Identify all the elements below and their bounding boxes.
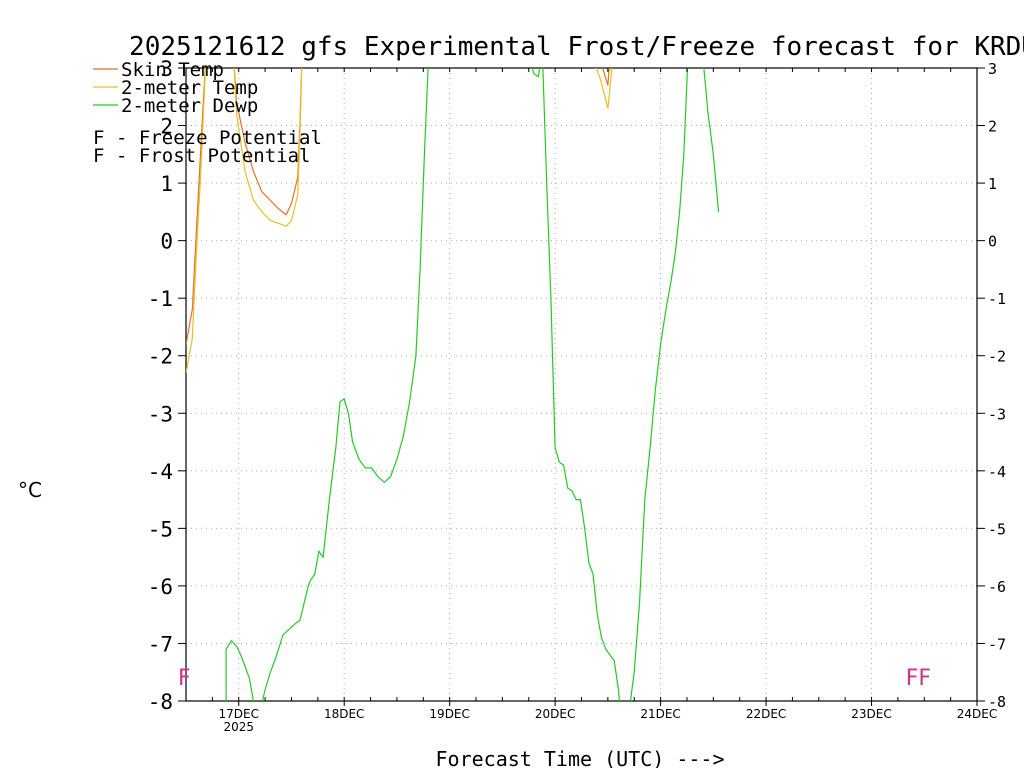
series-line	[601, 68, 610, 86]
legend-item-2m-temp: 2-meter Temp	[93, 77, 258, 99]
y-tick-label-left: -1	[148, 287, 173, 311]
ticks-layer: 3 3 2 2 1 1 0 0 -1 -1 -2 -2 -3 -3 -4 -4 -5 -5 -6 -6 -7 -7 -8 -8…	[148, 57, 1006, 734]
y-tick-label-left: -4	[148, 460, 173, 484]
legend-item-2m-dewp: 2-meter Dewp	[93, 95, 258, 117]
x-tick-label: 23DEC	[851, 707, 891, 721]
y-tick-label-left: -7	[148, 632, 173, 656]
grid-layer	[186, 68, 977, 701]
x-tick-label: 20DEC	[535, 707, 575, 721]
legend-freeze-marker: F	[93, 127, 104, 149]
series-line	[261, 68, 429, 701]
series-layer	[186, 68, 720, 701]
x-tick-label: 19DEC	[429, 707, 469, 721]
y-tick-label-left: 3	[160, 57, 173, 81]
series-line	[595, 68, 613, 109]
y-tick-label-left: -3	[148, 402, 173, 426]
y-tick-label-right: -1	[988, 290, 1006, 308]
y-tick-label-left: -5	[148, 517, 173, 541]
legend-frost-text: - Frost Potential	[116, 145, 310, 167]
x-tick-label: 17DEC	[218, 707, 258, 721]
potential-mark: FF	[906, 666, 931, 691]
series-line	[225, 639, 255, 701]
y-tick-label-left: -8	[148, 690, 173, 714]
y-tick-label-right: 0	[988, 233, 997, 251]
x-tick-label: 22DEC	[746, 707, 786, 721]
y-tick-label-right: -5	[988, 520, 1006, 538]
legend-freeze-text: - Freeze Potential	[116, 127, 322, 149]
series-line	[531, 68, 541, 78]
x-tick-label: 18DEC	[324, 707, 364, 721]
y-tick-label-right: 1	[988, 175, 997, 193]
series-2-meter-temp	[186, 68, 613, 374]
legend-label-2m-dewp: 2-meter Dewp	[121, 95, 258, 117]
x-axis-label: Forecast Time (UTC) --->	[436, 747, 725, 768]
series-line	[703, 68, 720, 212]
legend-frost-marker: F	[93, 145, 104, 167]
x-tick-label: 21DEC	[640, 707, 680, 721]
legend-frost-potential: F - Frost Potential	[93, 145, 310, 167]
potential-mark: F	[178, 666, 191, 691]
y-tick-label-left: 1	[160, 172, 173, 196]
y-tick-label-right: -4	[988, 463, 1006, 481]
chart-title: 2025121612 gfs Experimental Frost/Freeze…	[129, 32, 1024, 62]
series-line	[233, 68, 303, 228]
legend-item-skin-temp: Skin Temp	[93, 59, 224, 81]
y-tick-label-right: -7	[988, 635, 1006, 653]
y-tick-label-right: -8	[988, 693, 1006, 711]
series-line	[629, 68, 689, 701]
series-line	[186, 68, 207, 374]
y-tick-label-left: -6	[148, 575, 173, 599]
y-axis-label: °C	[18, 478, 42, 502]
y-tick-label-right: 2	[988, 118, 997, 136]
y-tick-label-right: -3	[988, 405, 1006, 423]
y-tick-label-left: 0	[160, 230, 173, 254]
legend: Skin Temp 2-meter Temp 2-meter Dewp F - …	[93, 59, 322, 167]
x-tick-label: 24DEC	[957, 707, 997, 721]
x-tick-sublabel: 2025	[223, 720, 254, 734]
legend-label-skin-temp: Skin Temp	[121, 59, 224, 81]
series-2-meter-dewp	[225, 68, 720, 701]
y-tick-label-right: 3	[988, 60, 997, 78]
y-tick-label-right: -6	[988, 578, 1006, 596]
legend-label-2m-temp: 2-meter Temp	[121, 77, 258, 99]
y-tick-label-left: -2	[148, 345, 173, 369]
legend-freeze-potential: F - Freeze Potential	[93, 127, 322, 149]
y-tick-label-left: 2	[160, 115, 173, 139]
y-tick-label-right: -2	[988, 348, 1006, 366]
series-line	[542, 68, 621, 701]
